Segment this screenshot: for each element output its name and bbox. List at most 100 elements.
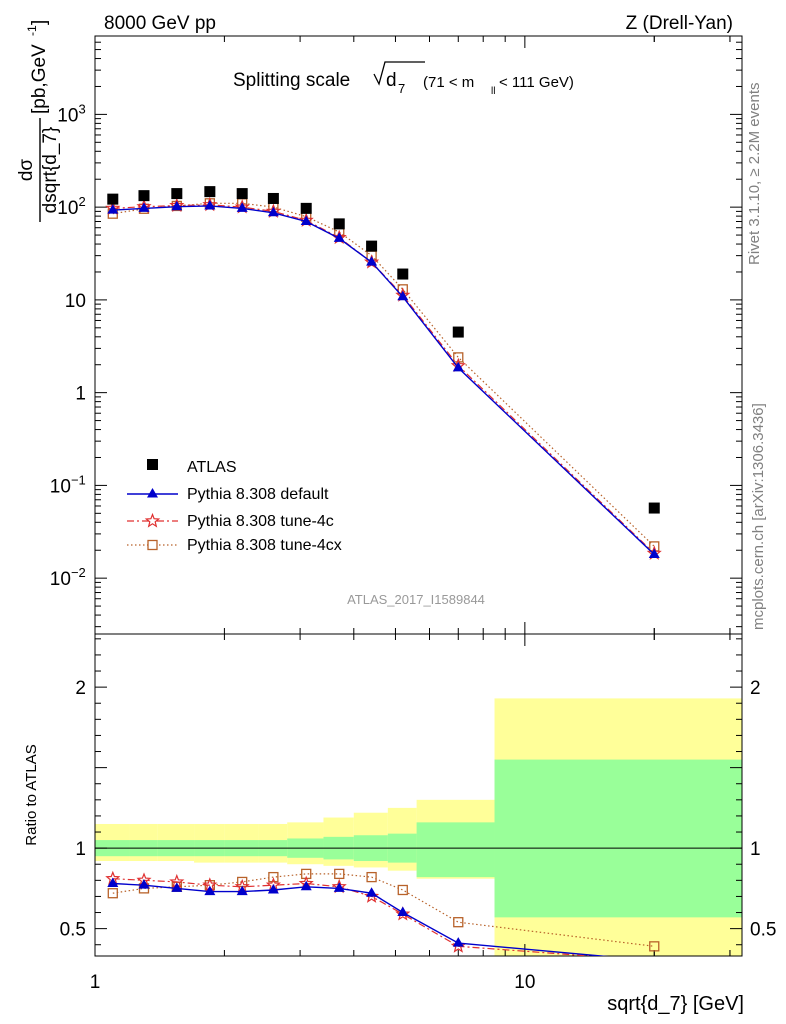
ratio-point-default-6 bbox=[300, 880, 312, 891]
legend-tune4c-label: Pythia 8.308 tune-4c bbox=[187, 513, 334, 530]
main-y-tick-label-1: 10−1 bbox=[50, 472, 86, 497]
ratio-line-default bbox=[112, 882, 609, 956]
main-point-default-9 bbox=[397, 290, 409, 301]
main-series-default bbox=[107, 199, 660, 558]
legend-tune4cx-marker bbox=[147, 539, 158, 551]
ratio-point-tune4cx-11 bbox=[649, 941, 660, 952]
main-y-tick-label-3: 10 bbox=[65, 291, 86, 312]
ratio-point-tune4c-8 bbox=[364, 888, 380, 903]
ratio-point-default-1 bbox=[138, 879, 150, 889]
ratio-left-tick-label-0: 0.5 bbox=[60, 920, 86, 941]
main-point-atlas-9 bbox=[397, 268, 409, 280]
main-line-default bbox=[112, 205, 655, 556]
ratio-point-default-10 bbox=[452, 937, 464, 947]
main-y-tick-label-2: 1 bbox=[75, 384, 86, 405]
x-tick-label-0: 1 bbox=[90, 972, 101, 993]
main-series-atlas bbox=[107, 186, 660, 514]
ratio-left-tick-label-1: 1 bbox=[75, 839, 86, 860]
ratio-point-tune4c-10 bbox=[450, 938, 466, 953]
title-var-sub: 7 bbox=[398, 81, 405, 96]
ratio-point-tune4cx-0 bbox=[107, 888, 118, 899]
main-point-default-6 bbox=[300, 215, 312, 226]
ratio-point-tune4cx-7 bbox=[334, 868, 345, 880]
ratio-panel-series bbox=[105, 868, 660, 956]
ratio-series-clipped bbox=[105, 868, 660, 956]
main-panel-series bbox=[105, 186, 662, 560]
legend-default-marker bbox=[147, 488, 158, 498]
ratio-point-default-5 bbox=[267, 883, 279, 894]
axis-ticks bbox=[94, 35, 742, 956]
main-y-tick-label-4: 102 bbox=[57, 194, 85, 219]
main-point-default-1 bbox=[138, 202, 150, 212]
ratio-uncertainty-bands bbox=[95, 698, 742, 956]
ratio-point-default-0 bbox=[107, 877, 119, 888]
ratio-right-tick-label-0: 0.5 bbox=[750, 920, 776, 941]
y-axis-label-ratio: Ratio to ATLAS bbox=[23, 744, 40, 845]
ratio-series-default bbox=[107, 877, 609, 956]
plot-frames bbox=[94, 35, 743, 957]
rivet-version-label: Rivet 3.1.10, ≥ 2.2M events bbox=[746, 83, 763, 266]
legend-tune4c-marker bbox=[144, 512, 161, 528]
ratio-point-default-2 bbox=[171, 882, 183, 892]
header-right: Z (Drell-Yan) bbox=[626, 13, 733, 34]
ylabel-unit-end: ] bbox=[29, 20, 50, 25]
main-point-atlas-11 bbox=[648, 502, 660, 514]
main-point-default-10 bbox=[452, 361, 464, 372]
header-left: 8000 GeV pp bbox=[104, 13, 216, 34]
ratio-left-tick-label-2: 2 bbox=[75, 678, 86, 699]
legend-tune4cx-label: Pythia 8.308 tune-4cx bbox=[187, 537, 342, 554]
x-tick-label-1: 10 bbox=[514, 972, 535, 993]
main-point-atlas-4 bbox=[236, 188, 248, 200]
ratio-point-tune4cx-9 bbox=[397, 884, 408, 896]
sqrt-symbol bbox=[373, 61, 425, 86]
ratio-point-default-9 bbox=[397, 906, 409, 917]
ratio-point-tune4cx-10 bbox=[453, 917, 464, 928]
legend-atlas-label: ATLAS bbox=[187, 459, 237, 476]
main-point-atlas-8 bbox=[366, 240, 378, 252]
legend-default-label: Pythia 8.308 default bbox=[187, 486, 329, 503]
main-y-tick-label-5: 103 bbox=[57, 101, 85, 126]
title-range-a: (71 < m bbox=[423, 74, 474, 91]
main-point-default-3 bbox=[204, 199, 216, 210]
main-point-default-4 bbox=[236, 202, 248, 212]
ratio-point-tune4cx-8 bbox=[366, 871, 377, 883]
main-point-atlas-2 bbox=[171, 188, 183, 200]
ratio-right-tick-label-2: 2 bbox=[750, 678, 761, 699]
band-inner-10 bbox=[416, 822, 495, 878]
legend: ATLAS Pythia 8.308 default Pythia 8.308 … bbox=[127, 459, 342, 554]
main-point-default-11 bbox=[648, 548, 660, 558]
ratio-point-default-4 bbox=[236, 885, 248, 896]
main-y-tick-label-0: 10−2 bbox=[50, 565, 86, 590]
ylabel-unit: [pb,GeV bbox=[29, 44, 50, 114]
mcplots-label: mcplots.cern.ch [arXiv:1306.3436] bbox=[750, 403, 767, 630]
main-point-atlas-7 bbox=[333, 218, 345, 230]
ratio-line-tune4cx bbox=[112, 873, 655, 947]
title-range-sub: ll bbox=[491, 86, 495, 97]
y-axis-label-main: dσ dsqrt{d_7} [pb,GeV -1 ] bbox=[16, 20, 61, 222]
title-range-b: < 111 GeV) bbox=[499, 74, 574, 91]
ylabel-numerator: dσ bbox=[16, 159, 37, 182]
legend-atlas-marker bbox=[147, 459, 158, 470]
ratio-right-tick-label-1: 1 bbox=[750, 839, 761, 860]
tick-labels: 1 10 10−2 10−1 1 10 102 103 0.5 0.5 1 1 2 2 bbox=[50, 101, 777, 993]
ratio-point-default-3 bbox=[204, 885, 216, 896]
ratio-point-default-7 bbox=[333, 882, 345, 892]
main-point-default-8 bbox=[366, 256, 378, 266]
main-point-atlas-5 bbox=[267, 192, 279, 204]
main-point-atlas-3 bbox=[204, 186, 216, 198]
ylabel-unit-sup: -1 bbox=[25, 25, 39, 36]
main-point-default-2 bbox=[171, 200, 183, 211]
ratio-point-default-8 bbox=[366, 887, 378, 897]
main-line-tune4c bbox=[112, 204, 655, 554]
main-series-tune4c bbox=[105, 196, 662, 560]
main-point-default-0 bbox=[107, 204, 119, 214]
title-var: d bbox=[386, 70, 397, 91]
title-main: Splitting scale bbox=[233, 70, 350, 91]
ratio-band-group bbox=[95, 698, 742, 956]
main-point-atlas-0 bbox=[107, 193, 119, 205]
analysis-id: ATLAS_2017_I1589844 bbox=[347, 592, 485, 607]
plot-title: Splitting scale d 7 (71 < m ll < 111 GeV… bbox=[233, 61, 574, 97]
ratio-panel-frame bbox=[94, 633, 743, 957]
main-point-default-5 bbox=[267, 206, 279, 217]
